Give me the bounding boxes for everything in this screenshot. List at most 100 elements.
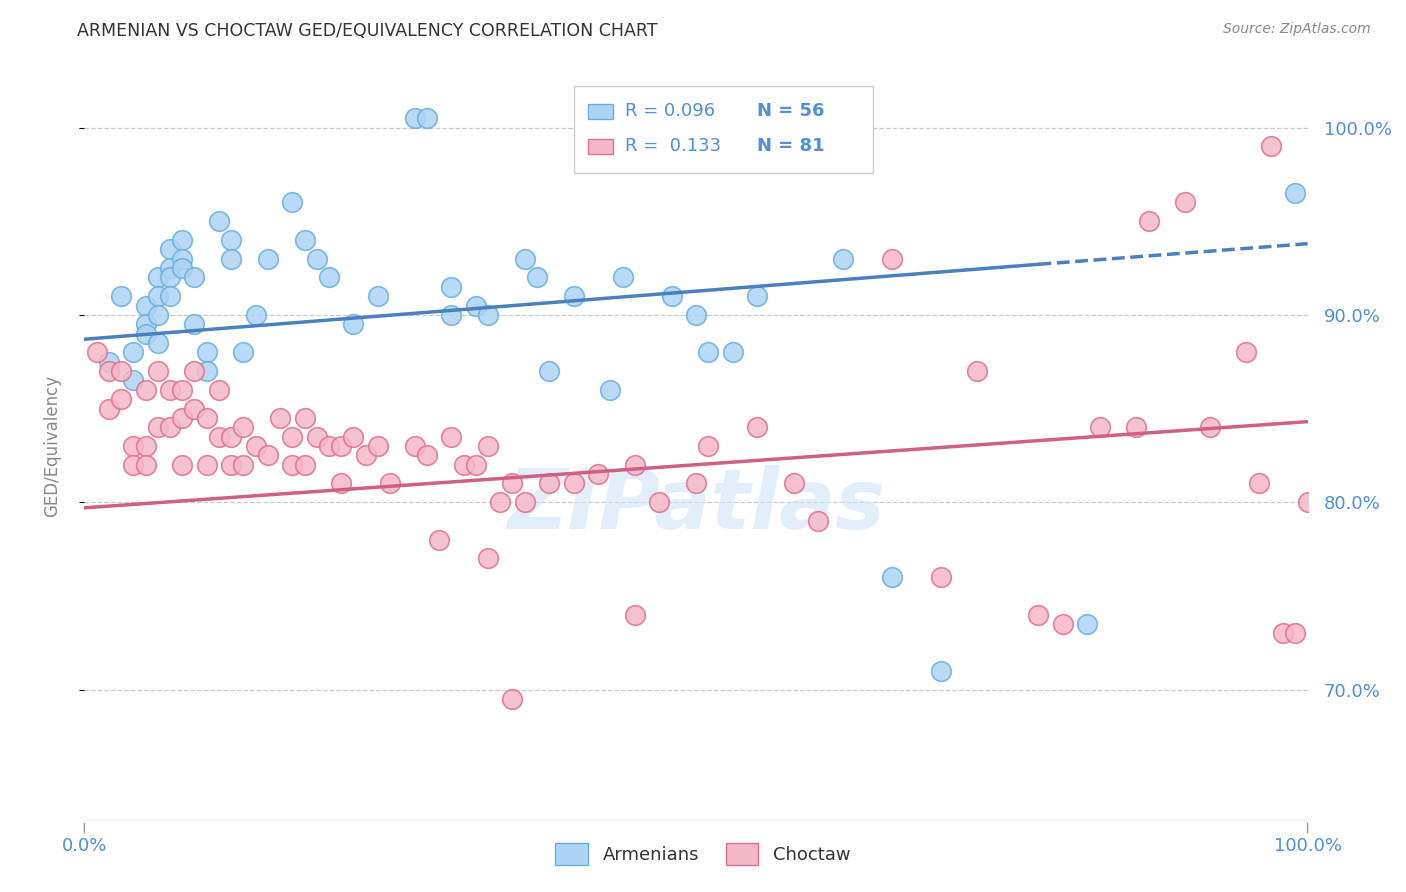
Point — [232, 458, 254, 472]
Point — [464, 299, 486, 313]
Point — [159, 243, 181, 257]
Point — [122, 458, 145, 472]
Point — [135, 326, 157, 341]
Point — [318, 439, 340, 453]
Point — [747, 289, 769, 303]
Point — [1284, 626, 1306, 640]
Point — [305, 430, 328, 444]
Point — [1137, 214, 1160, 228]
Point — [477, 439, 499, 453]
Point — [1272, 626, 1295, 640]
Point — [183, 318, 205, 332]
Point — [526, 270, 548, 285]
Point — [219, 252, 242, 266]
Text: ZIPatlas: ZIPatlas — [508, 466, 884, 547]
Point — [146, 336, 169, 351]
Point — [477, 308, 499, 322]
Text: N = 56: N = 56 — [758, 102, 825, 120]
Point — [97, 401, 120, 416]
Point — [110, 364, 132, 378]
Point — [281, 458, 304, 472]
Point — [159, 383, 181, 397]
Point — [624, 458, 647, 472]
Point — [721, 345, 744, 359]
Point — [232, 420, 254, 434]
FancyBboxPatch shape — [588, 139, 613, 153]
Point — [1236, 345, 1258, 359]
Point — [807, 514, 830, 528]
Point — [195, 411, 218, 425]
Point — [208, 214, 231, 228]
Point — [146, 270, 169, 285]
Point — [599, 383, 621, 397]
Point — [685, 476, 707, 491]
Point — [1247, 476, 1270, 491]
FancyBboxPatch shape — [574, 87, 873, 172]
Point — [172, 252, 194, 266]
Point — [330, 439, 353, 453]
Point — [257, 252, 280, 266]
Point — [831, 252, 853, 266]
Point — [97, 355, 120, 369]
Point — [97, 364, 120, 378]
Point — [208, 430, 231, 444]
Point — [404, 439, 426, 453]
Point — [929, 570, 952, 584]
Point — [427, 533, 450, 547]
Point — [135, 299, 157, 313]
Point — [219, 233, 242, 247]
Point — [538, 476, 561, 491]
Point — [416, 449, 439, 463]
Point — [146, 364, 169, 378]
Point — [747, 420, 769, 434]
Point — [1284, 186, 1306, 201]
Point — [648, 495, 671, 509]
Point — [245, 439, 267, 453]
Point — [880, 570, 903, 584]
Point — [1296, 495, 1319, 509]
Point — [172, 411, 194, 425]
Point — [195, 458, 218, 472]
Point — [1174, 195, 1197, 210]
Point — [685, 308, 707, 322]
Point — [354, 449, 377, 463]
Point — [1260, 139, 1282, 153]
Text: Source: ZipAtlas.com: Source: ZipAtlas.com — [1223, 22, 1371, 37]
Point — [159, 289, 181, 303]
Point — [172, 233, 194, 247]
Point — [453, 458, 475, 472]
Point — [305, 252, 328, 266]
Point — [380, 476, 402, 491]
Point — [330, 476, 353, 491]
Text: R =  0.133: R = 0.133 — [626, 137, 721, 155]
Point — [172, 383, 194, 397]
Point — [1125, 420, 1147, 434]
Point — [697, 439, 720, 453]
Point — [294, 411, 316, 425]
Point — [440, 430, 463, 444]
Point — [783, 476, 806, 491]
Point — [440, 280, 463, 294]
Point — [146, 308, 169, 322]
Point — [367, 289, 389, 303]
Point — [159, 420, 181, 434]
Point — [146, 289, 169, 303]
Point — [135, 383, 157, 397]
Point — [367, 439, 389, 453]
Point — [281, 195, 304, 210]
Text: ARMENIAN VS CHOCTAW GED/EQUIVALENCY CORRELATION CHART: ARMENIAN VS CHOCTAW GED/EQUIVALENCY CORR… — [77, 22, 658, 40]
Point — [929, 664, 952, 678]
Point — [159, 270, 181, 285]
FancyBboxPatch shape — [588, 103, 613, 119]
Point — [219, 430, 242, 444]
Point — [318, 270, 340, 285]
Point — [172, 458, 194, 472]
Point — [219, 458, 242, 472]
Point — [513, 495, 536, 509]
Point — [440, 308, 463, 322]
Text: N = 81: N = 81 — [758, 137, 825, 155]
Point — [538, 364, 561, 378]
Point — [183, 270, 205, 285]
Point — [195, 364, 218, 378]
Point — [404, 112, 426, 126]
